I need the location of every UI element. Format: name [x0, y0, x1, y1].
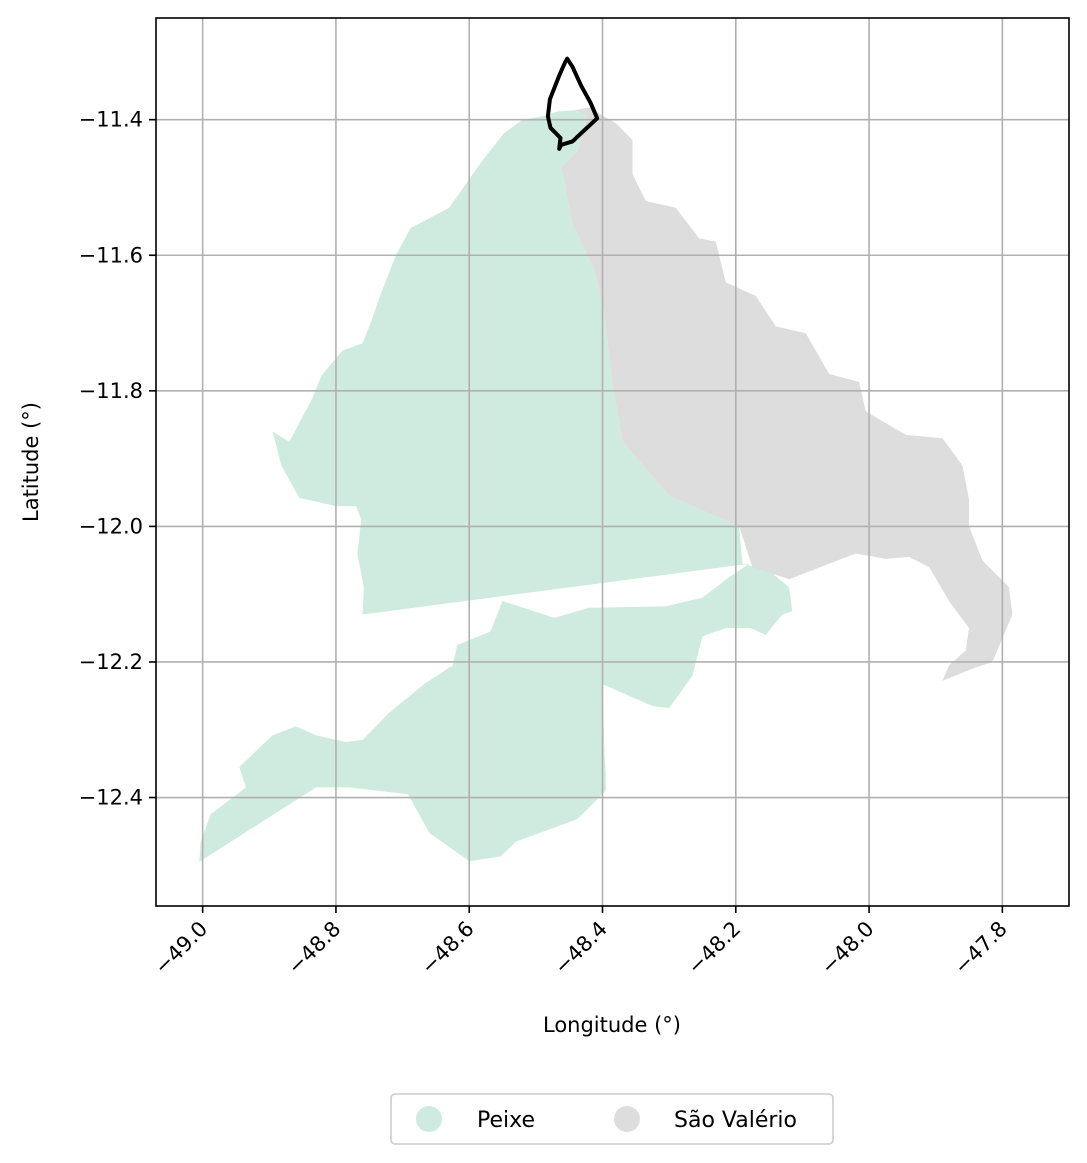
x-axis-ticks: −49.0 −48.8 −48.6 −48.4 −48.2 −48.0 −47.8	[150, 906, 1012, 979]
y-tick-label: −11.8	[79, 379, 143, 403]
region-peixe	[199, 110, 793, 862]
legend-marker-peixe	[416, 1106, 442, 1132]
y-axis-label: Latitude (°)	[19, 402, 43, 522]
y-tick-label: −11.6	[79, 243, 143, 267]
x-tick-label: −48.6	[416, 917, 478, 979]
x-tick-label: −48.4	[550, 917, 612, 979]
x-tick-label: −47.8	[949, 917, 1011, 979]
legend-label-peixe: Peixe	[477, 1108, 535, 1133]
regions	[199, 107, 1013, 862]
legend-marker-sao-valerio	[614, 1106, 640, 1132]
highlight-outline	[545, 56, 600, 151]
legend-label-sao-valerio: São Valério	[674, 1108, 797, 1133]
legend: Peixe São Valério	[390, 1093, 834, 1145]
x-tick-label: −48.2	[683, 917, 745, 979]
x-tick-label: −48.8	[283, 917, 345, 979]
x-tick-label: −48.0	[816, 917, 878, 979]
y-tick-label: −12.2	[79, 650, 143, 674]
region-sao-valerio	[561, 107, 1013, 681]
x-axis-label: Longitude (°)	[543, 1013, 681, 1037]
x-tick-label: −49.0	[150, 917, 212, 979]
y-tick-label: −11.4	[79, 108, 143, 132]
y-tick-label: −12.0	[79, 514, 143, 538]
y-tick-label: −12.4	[79, 786, 143, 810]
legend-box	[390, 1093, 834, 1145]
plot-frame	[155, 17, 1070, 907]
highlight-polygon	[545, 56, 600, 151]
y-axis-ticks: −11.4 −11.6 −11.8 −12.0 −12.2 −12.4	[79, 108, 156, 810]
grid	[156, 18, 1069, 906]
